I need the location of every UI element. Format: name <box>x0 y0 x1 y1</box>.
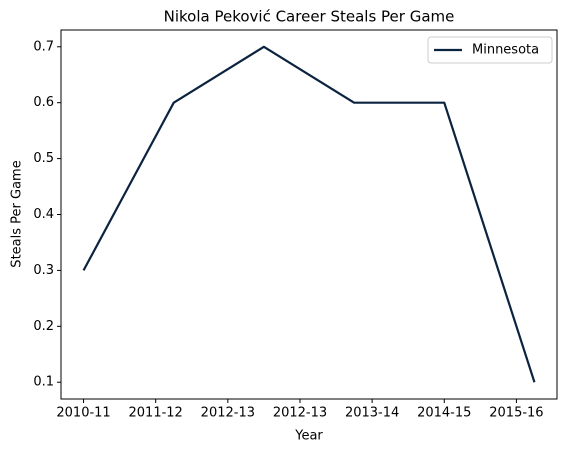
y-tick-label: 0.6 <box>33 95 54 110</box>
x-tick-label: 2015-16 <box>489 406 543 421</box>
y-tick-label: 0.7 <box>33 39 54 54</box>
x-axis-label: Year <box>294 429 323 444</box>
line-series <box>82 45 536 383</box>
chart-title: Nikola Peković Career Steals Per Game <box>164 8 455 26</box>
y-tick-label: 0.5 <box>33 151 54 166</box>
y-tick-label: 0.2 <box>33 319 54 334</box>
y-axis-label: Steals Per Game <box>10 160 25 267</box>
x-tick-label: 2012-13 <box>201 406 255 421</box>
x-tick-label: 2010-11 <box>56 406 110 421</box>
plot-frame <box>60 29 558 400</box>
x-tick-label: 2014-15 <box>417 406 471 421</box>
y-tick-label: 0.4 <box>33 207 54 222</box>
x-tick-label: 2013-14 <box>345 406 399 421</box>
y-tick-label: 0.1 <box>33 375 54 390</box>
legend-label: Minnesota <box>472 43 539 58</box>
x-tick-label: 2011-12 <box>129 406 183 421</box>
legend-box <box>427 36 553 64</box>
x-tick-label: 2012-13 <box>273 406 327 421</box>
y-tick-label: 0.3 <box>33 263 54 278</box>
